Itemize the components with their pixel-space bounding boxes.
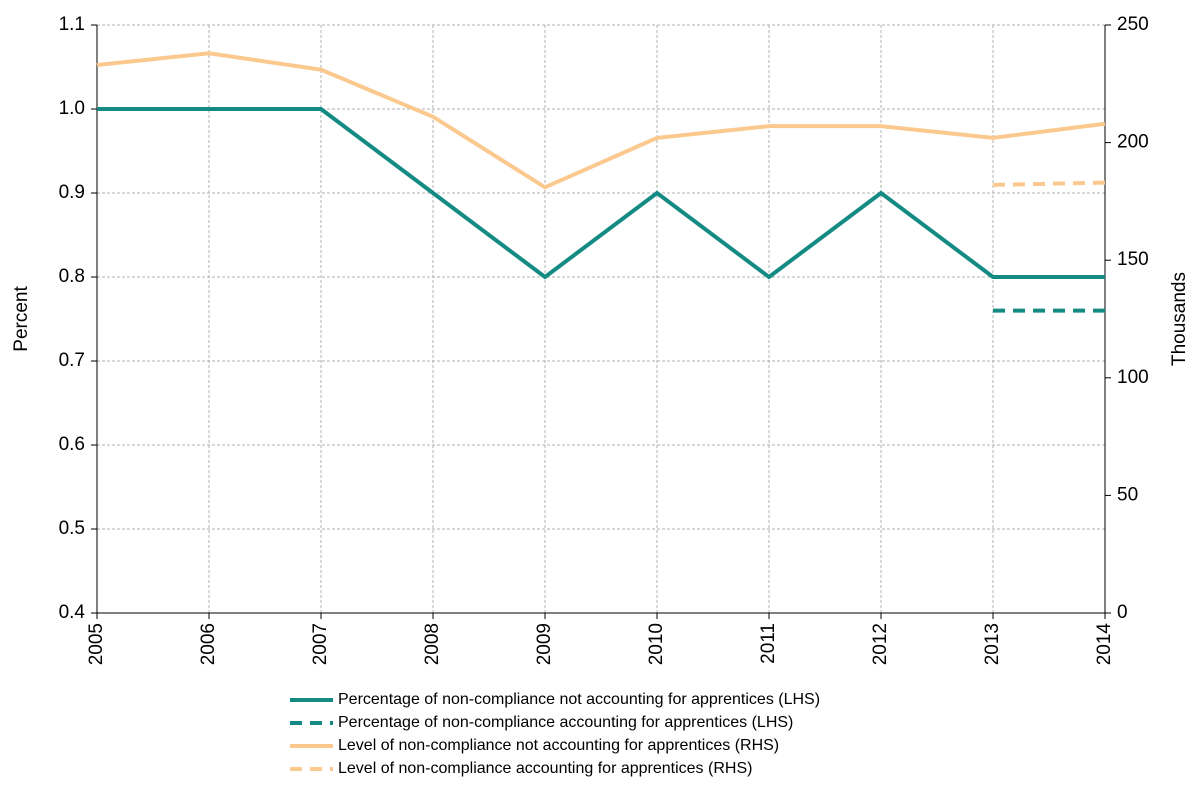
y2-tick-label: 0 <box>1117 602 1128 623</box>
x-tick-label: 2008 <box>422 623 443 665</box>
x-tick-label: 2012 <box>870 623 891 665</box>
y2-tick-label: 250 <box>1117 14 1149 35</box>
series-line <box>97 107 1105 280</box>
legend-label: Percentage of non-compliance not account… <box>338 691 820 708</box>
y2-tick-label: 150 <box>1117 249 1149 270</box>
y2-tick-label: 100 <box>1117 367 1149 388</box>
y2-axis-title: Thousands <box>1169 272 1190 366</box>
y-tick-label: 0.8 <box>59 266 85 287</box>
y-tick-label: 0.7 <box>59 350 85 371</box>
y-tick-label: 0.5 <box>59 518 85 539</box>
series-line <box>992 180 1106 187</box>
x-tick-label: 2014 <box>1094 623 1115 666</box>
x-tick-label: 2010 <box>646 623 667 665</box>
legend-label: Percentage of non-compliance accounting … <box>338 714 793 731</box>
y2-tick-label: 200 <box>1117 132 1149 153</box>
y-tick-label: 1.0 <box>59 98 85 119</box>
legend-label: Level of non-compliance accounting for a… <box>338 760 752 777</box>
y-tick-label: 1.1 <box>59 14 85 35</box>
x-tick-label: 2011 <box>758 623 779 664</box>
x-tick-label: 2013 <box>982 623 1003 665</box>
legend-label: Level of non-compliance not accounting f… <box>338 737 779 754</box>
x-tick-label: 2007 <box>310 623 331 665</box>
y2-tick-label: 50 <box>1117 484 1138 505</box>
y-axis-title: Percent <box>11 286 32 352</box>
legend: Percentage of non-compliance not account… <box>290 691 820 777</box>
y-tick-label: 0.6 <box>59 434 85 455</box>
x-tick-label: 2006 <box>198 623 219 665</box>
x-tick-label: 2005 <box>86 623 107 665</box>
series-line <box>96 51 1106 190</box>
x-tick-label: 2009 <box>534 623 555 665</box>
y-tick-label: 0.9 <box>59 182 85 203</box>
y-tick-label: 0.4 <box>59 602 86 623</box>
